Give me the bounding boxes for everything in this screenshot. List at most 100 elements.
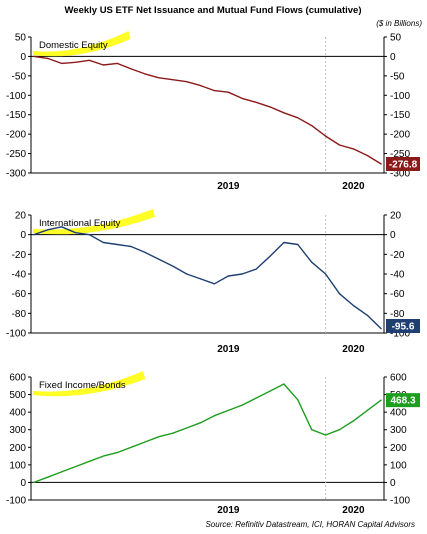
y-tick-label-right: -50	[390, 71, 405, 82]
y-tick-label-left: 0	[20, 478, 26, 489]
data-point	[144, 251, 146, 253]
data-point	[297, 399, 299, 401]
data-point	[158, 258, 160, 260]
data-point	[116, 243, 118, 246]
data-point	[200, 422, 202, 424]
y-tick-label-left: 300	[9, 425, 26, 436]
data-point	[186, 81, 188, 83]
data-point	[297, 243, 299, 246]
data-point	[283, 112, 285, 114]
y-tick-label-right: 20	[390, 211, 402, 222]
data-point	[283, 241, 285, 244]
y-tick-label-left: -40	[12, 270, 27, 281]
last-value-label: 468.3	[390, 396, 415, 407]
data-point	[102, 455, 104, 457]
y-tick-label-right: -100	[390, 91, 410, 102]
data-point	[366, 314, 368, 316]
data-point	[352, 420, 354, 422]
data-point	[227, 91, 229, 93]
data-point	[269, 106, 271, 108]
y-tick-label-left: -250	[6, 149, 26, 160]
data-point	[380, 328, 382, 330]
data-point	[325, 135, 327, 137]
data-point	[255, 397, 257, 399]
y-tick-label-left: 400	[9, 408, 26, 419]
y-tick-label-left: -60	[12, 289, 27, 300]
last-value-badge	[386, 156, 420, 171]
data-point	[366, 409, 368, 411]
data-point	[213, 415, 215, 417]
data-point	[255, 101, 257, 103]
units-label: ($ in Billions)	[376, 19, 422, 28]
y-tick-label-right: -80	[390, 309, 405, 320]
data-point	[338, 144, 341, 146]
panel-title: Fixed Income/Bonds	[39, 380, 126, 391]
y-tick-label-right: -150	[390, 110, 410, 121]
data-point	[47, 229, 49, 231]
y-tick-label-left: -150	[6, 110, 26, 121]
data-point	[311, 125, 313, 127]
data-point	[352, 148, 354, 150]
data-point	[61, 471, 63, 473]
series-line	[33, 55, 382, 165]
data-point	[200, 85, 202, 87]
panel-3: 60060050050040040030030020020010010000-1…	[6, 371, 420, 516]
data-point	[297, 117, 299, 119]
x-tick-label: 2019	[217, 505, 240, 516]
data-point	[88, 234, 90, 236]
data-point	[255, 268, 257, 270]
title-highlight	[33, 31, 131, 57]
data-point	[325, 434, 327, 436]
title-highlight	[33, 371, 146, 397]
data-point	[144, 441, 146, 443]
y-tick-label-right: 400	[390, 408, 407, 419]
y-tick-label-right: 600	[390, 373, 407, 384]
data-point	[33, 55, 35, 58]
data-point	[380, 163, 382, 165]
y-tick-label-right: 100	[390, 460, 407, 471]
chart-panels: 50 500 0-50 -50-100 -100-150 -150-200 -200-250…	[6, 31, 420, 516]
data-point	[61, 62, 63, 64]
data-point	[116, 452, 118, 454]
data-point	[172, 79, 174, 81]
data-point	[325, 273, 327, 275]
data-point	[338, 293, 341, 295]
data-point	[88, 460, 90, 462]
y-tick-label-left: 600	[9, 373, 26, 384]
y-tick-label-right: 200	[390, 443, 407, 454]
data-point	[241, 273, 243, 275]
data-point	[186, 273, 188, 275]
y-tick-label-right: 300	[390, 425, 407, 436]
data-point	[74, 61, 77, 63]
data-point	[227, 275, 229, 277]
x-tick-label: 2020	[342, 344, 365, 355]
data-point	[311, 261, 313, 263]
y-tick-label-left: -50	[12, 71, 27, 82]
panel-title: International Equity	[39, 218, 121, 229]
data-point	[102, 241, 104, 244]
series-line	[33, 383, 382, 484]
data-point	[158, 436, 160, 438]
data-point	[338, 429, 341, 431]
x-tick-label: 2020	[342, 181, 365, 192]
data-point	[283, 383, 285, 385]
y-tick-label-right: -200	[390, 130, 410, 141]
y-tick-label-left: -20	[12, 250, 27, 261]
y-tick-label-left: 0	[20, 230, 26, 241]
data-point	[269, 390, 271, 392]
y-tick-label-left: 500	[9, 390, 26, 401]
last-value-label: -95.6	[392, 322, 415, 333]
data-point	[33, 481, 35, 483]
y-tick-label-right: 50	[390, 33, 402, 44]
data-point	[311, 429, 313, 431]
data-point	[130, 245, 132, 248]
y-tick-label-left: -100	[6, 329, 26, 340]
last-value-badge	[386, 393, 420, 408]
data-point	[158, 77, 160, 79]
last-value-label: -276.8	[389, 159, 418, 170]
last-value-badge	[386, 319, 420, 333]
y-tick-label-left: -80	[12, 309, 27, 320]
y-tick-label-right: -100	[390, 496, 410, 507]
